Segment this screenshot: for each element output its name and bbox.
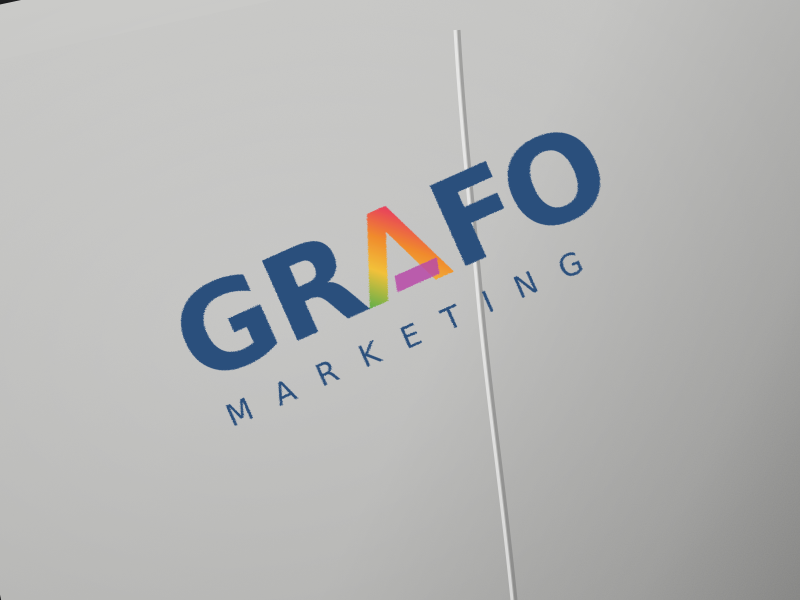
wordmark-letter-a-rainbow bbox=[366, 205, 454, 309]
